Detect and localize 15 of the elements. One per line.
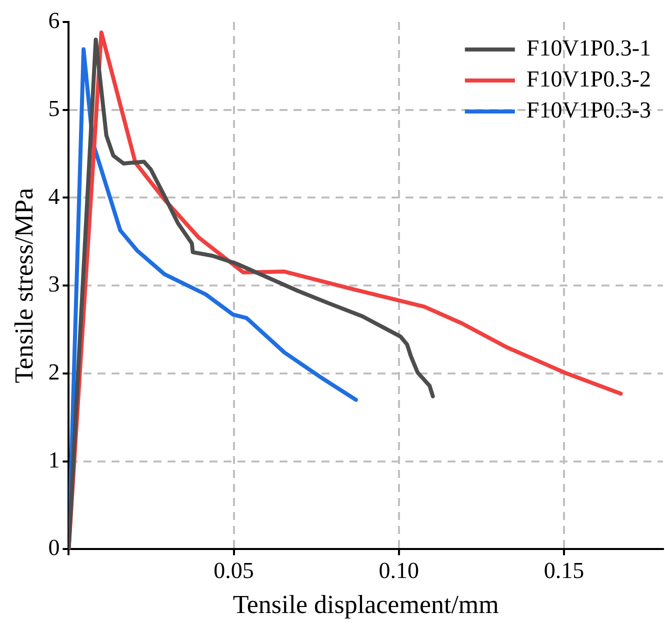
y-axis-title: Tensile stress/MPa — [9, 187, 38, 384]
x-axis-title: Tensile displacement/mm — [232, 590, 499, 620]
x-tick-label: 0.15 — [544, 558, 584, 584]
y-tick-label: 0 — [48, 535, 60, 560]
y-tick-label: 6 — [48, 8, 60, 34]
x-tick-label: 0.10 — [378, 558, 419, 584]
y-tick-label: 5 — [48, 96, 60, 121]
x-tick-label: 0.05 — [214, 558, 254, 584]
y-tick-label: 2 — [48, 360, 60, 385]
legend-label: F10V1P0.3-3 — [526, 98, 652, 123]
legend-label: F10V1P0.3-2 — [526, 66, 652, 92]
y-tick-label: 3 — [48, 272, 60, 297]
y-tick-label: 1 — [48, 447, 60, 472]
y-tick-label: 4 — [48, 184, 60, 209]
legend-label: F10V1P0.3-1 — [526, 36, 652, 61]
